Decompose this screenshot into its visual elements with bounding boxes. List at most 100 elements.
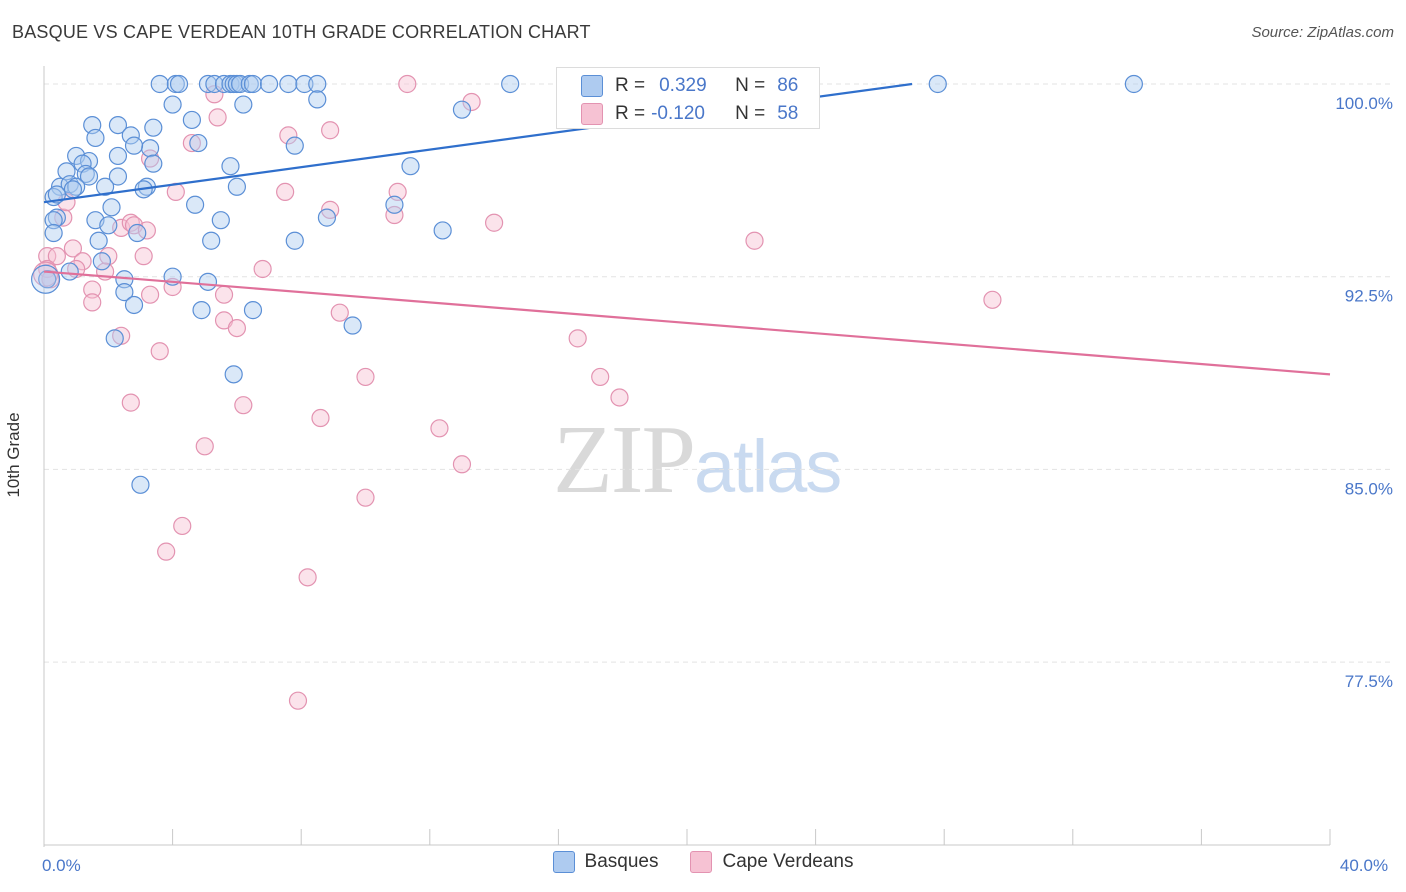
basques-point [285,136,304,155]
y-axis-label: 10th Grade [4,412,23,498]
cape-verdeans-point [311,408,330,428]
basques-point [231,74,250,94]
chart-title: BASQUE VS CAPE VERDEAN 10TH GRADE CORREL… [12,22,591,42]
zipatlas-watermark: ZIPatlas [553,402,842,516]
basques-point [31,264,61,294]
y-tick-label: 77.5% [1345,672,1393,691]
cape-verdeans-point [214,285,234,304]
cape-verdeans-point [356,367,375,387]
cape-verdeans-point [83,293,102,312]
basques-point [76,164,95,184]
basques-point [108,146,128,166]
basques-point [150,74,169,94]
stats-legend: R = 0.329 N = 86 R = -0.120 N = 58 [556,67,820,129]
r-value: 0.329 [659,75,707,96]
basques-point [308,74,327,94]
basques-point [317,208,337,227]
basques-point [131,475,150,494]
source-credit: Source: ZipAtlas.com [1251,24,1394,41]
series-legend: Basques Cape Verdeans [0,851,1406,873]
stats-legend-row-basques: R = 0.329 N = 86 [581,72,798,100]
cape-verdeans-point [591,367,610,387]
cape-verdeans-point [134,247,153,266]
basques-point [99,216,118,235]
basques-point [115,283,134,302]
cape-verdeans-point [121,213,140,232]
legend-swatch-blue [552,851,575,873]
cape-verdeans-point [47,247,66,266]
basques-point [279,74,298,94]
basques-point [79,167,99,186]
basques-point [44,211,63,230]
basques-points [31,74,1143,494]
basques-point [182,110,201,130]
stats-legend-row-cape-verdeans: R = -0.120 N = 58 [581,100,798,128]
legend-swatch-blue [581,75,603,97]
cape-verdeans-point [121,393,140,412]
r-label: R = [615,75,646,96]
cape-verdeans-point [279,126,298,145]
cape-verdeans-point [983,290,1002,309]
basques-point [105,329,124,348]
basques-point [343,316,362,335]
basques-point [501,74,520,94]
tick-labels: 100.0% 92.5% 85.0% 77.5% 0.0% 40.0% [42,94,1393,875]
cape-verdeans-point [253,259,272,279]
cape-verdeans-point [227,318,246,338]
n-value: 58 [777,103,799,124]
legend-label-cape-verdeans: Cape Verdeans [722,851,854,872]
basques-point [128,223,147,243]
r-label: R = [615,103,646,124]
basques-point [102,198,121,217]
basques-point [140,139,160,158]
basques-point [63,180,83,199]
cape-verdeans-point [321,121,340,140]
cape-verdeans-point [234,396,253,415]
legend-item-basques[interactable]: Basques [552,851,658,873]
basques-point [186,195,205,214]
basques-point [89,231,108,250]
cape-verdeans-point [356,488,375,507]
cape-verdeans-point [276,182,295,202]
x-tick-label: 0.0% [42,856,81,875]
n-value: 86 [777,75,799,96]
basques-point [44,223,63,243]
legend-swatch-pink [581,103,603,125]
cape-verdeans-point [745,231,764,250]
basques-point [198,272,218,291]
cape-verdeans-point [83,280,102,299]
basques-point [121,126,140,145]
cape-verdeans-point [288,691,308,710]
basques-point [385,195,404,214]
basques-point [234,95,253,114]
cape-verdeans-point [140,149,160,168]
basques-point [227,177,246,196]
cape-verdeans-point [157,542,176,561]
cape-verdeans-point [610,388,629,407]
cape-verdeans-point [182,133,201,153]
cape-verdeans-point [173,516,192,536]
basques-point [124,295,144,315]
cape-verdeans-point [140,285,160,304]
basques-point [224,365,243,384]
basques-point [243,74,263,94]
cape-verdeans-point [33,261,59,287]
cape-verdeans-point [568,329,587,348]
basques-point [86,128,105,148]
basques-point [308,90,327,109]
cape-verdeans-point [298,568,317,587]
basques-point [95,177,115,196]
cape-verdeans-point [150,342,169,361]
cape-verdeans-point [485,213,504,232]
basques-point [198,74,218,94]
y-axis-label-wrap: 10th Grade [4,412,24,497]
legend-item-cape-verdeans[interactable]: Cape Verdeans [690,851,853,873]
basques-point [192,301,211,320]
basques-point [401,157,420,176]
basques-point [47,185,66,204]
basques-point [205,74,224,94]
basques-point [452,100,472,119]
basques-point [202,231,221,250]
cape-verdeans-point [452,455,472,474]
